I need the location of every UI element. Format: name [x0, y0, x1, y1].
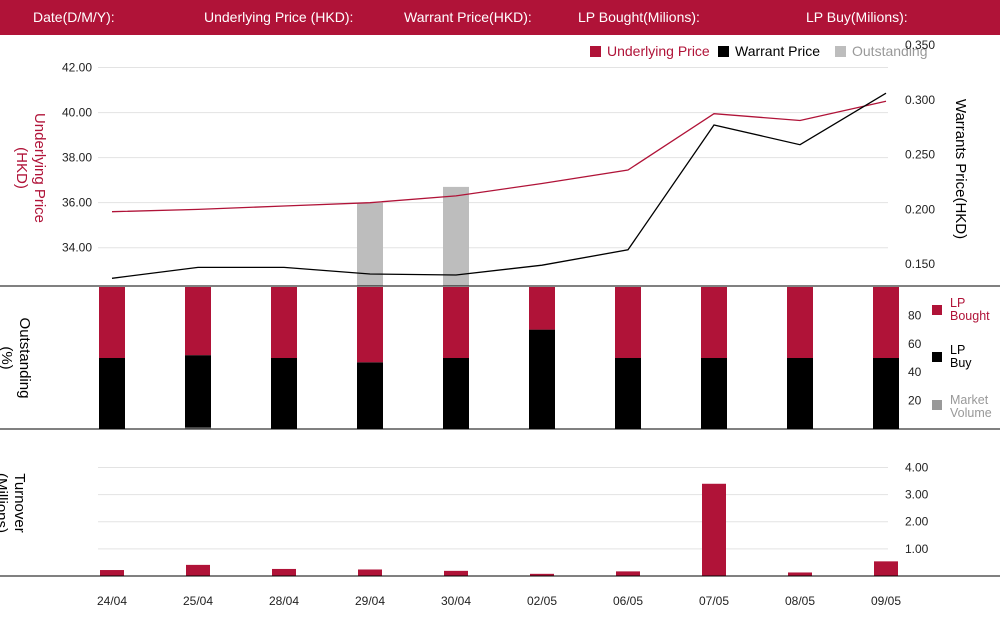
date-tick-label: 29/04 [355, 594, 385, 608]
turnover-bar [272, 568, 296, 576]
underlying-price-label: Underlying Price (HKD): [204, 9, 354, 25]
lp-bought-bar [529, 287, 555, 330]
market-volume-swatch-icon [932, 400, 942, 410]
turnover-tick-label: 4.00 [905, 460, 929, 474]
lp-buy-bar [873, 358, 899, 429]
left-tick-label: 36.00 [62, 196, 92, 210]
lp-buy-bar [271, 358, 297, 429]
lp-buy-label: LP Buy(Milions): [806, 9, 908, 25]
date-tick-label: 09/05 [871, 594, 901, 608]
outstanding-tick-label: 80 [908, 308, 922, 322]
turnover-bar [788, 572, 812, 576]
turnover-bar [530, 573, 554, 576]
turnover-bar [874, 561, 898, 576]
lp-bought-bar [357, 287, 383, 363]
date-tick-label: 06/05 [613, 594, 643, 608]
turnover-bar [702, 483, 726, 576]
date-tick-label: 24/04 [97, 594, 127, 608]
lp-bought-bar [271, 287, 297, 358]
lp-bought-label: LP Bought(Milions): [578, 9, 700, 25]
outstanding-tick-label: 60 [908, 337, 922, 351]
left-tick-label: 40.00 [62, 106, 92, 120]
warrant-price-line [111, 92, 887, 279]
date-label: Date(D/M/Y): [33, 9, 115, 25]
right-tick-label: 0.250 [905, 148, 935, 162]
date-tick-label: 30/04 [441, 594, 471, 608]
turnover-bar [616, 571, 640, 576]
lp-buy-bar [99, 358, 125, 429]
lp-bought-bar [185, 287, 211, 356]
outstanding-bar [357, 202, 383, 286]
lp-buy-bar [185, 355, 211, 428]
underlying-swatch-icon [590, 46, 601, 57]
lp-bought-bar [615, 287, 641, 358]
legend-outstanding[interactable]: Outstanding [835, 43, 928, 59]
turnover-bar [100, 570, 124, 576]
outstanding-tick-label: 20 [908, 394, 922, 408]
outstanding-bar [443, 186, 469, 286]
left-tick-label: 38.00 [62, 151, 92, 165]
lp-buy-bar [529, 329, 555, 429]
lp-buy-bar [357, 362, 383, 429]
right-tick-label: 0.350 [905, 38, 935, 52]
turnover-tick-label: 3.00 [905, 488, 929, 502]
lp-buy-bar [701, 358, 727, 429]
legend-underlying[interactable]: Underlying Price [590, 43, 710, 59]
right-tick-label: 0.300 [905, 93, 935, 107]
lp-bought-bar [99, 287, 125, 358]
turnover-tick-label: 2.00 [905, 515, 929, 529]
turnover-tick-label: 1.00 [905, 542, 929, 556]
underlying-price-line [111, 100, 887, 213]
lp-bought-bar [873, 287, 899, 358]
turnover-bar [444, 570, 468, 576]
info-header-bar: Date(D/M/Y): Underlying Price (HKD): War… [0, 0, 1000, 35]
lp-buy-bar [443, 358, 469, 429]
lp-buy-bar [787, 358, 813, 429]
right-tick-label: 0.150 [905, 257, 935, 271]
lp-bought-bar [787, 287, 813, 358]
left-tick-label: 34.00 [62, 241, 92, 255]
lp-buy-swatch-icon [932, 352, 942, 362]
outstanding-tick-label: 40 [908, 365, 922, 379]
warrant-price-label: Warrant Price(HKD): [404, 9, 532, 25]
warrant-swatch-icon [718, 46, 729, 57]
lp-buy-bar [615, 358, 641, 429]
lp-bought-swatch-icon [932, 305, 942, 315]
lp-bought-bar [701, 287, 727, 358]
left-tick-label: 42.00 [62, 61, 92, 75]
date-tick-label: 02/05 [527, 594, 557, 608]
date-tick-label: 25/04 [183, 594, 213, 608]
right-tick-label: 0.200 [905, 202, 935, 216]
date-tick-label: 28/04 [269, 594, 299, 608]
legend-warrant[interactable]: Warrant Price [718, 43, 820, 59]
outstanding-swatch-icon [835, 46, 846, 57]
turnover-bar [186, 564, 210, 576]
lp-bought-bar [443, 287, 469, 358]
date-tick-label: 07/05 [699, 594, 729, 608]
date-tick-label: 08/05 [785, 594, 815, 608]
market-volume-bar [185, 427, 211, 429]
turnover-bar [358, 569, 382, 576]
